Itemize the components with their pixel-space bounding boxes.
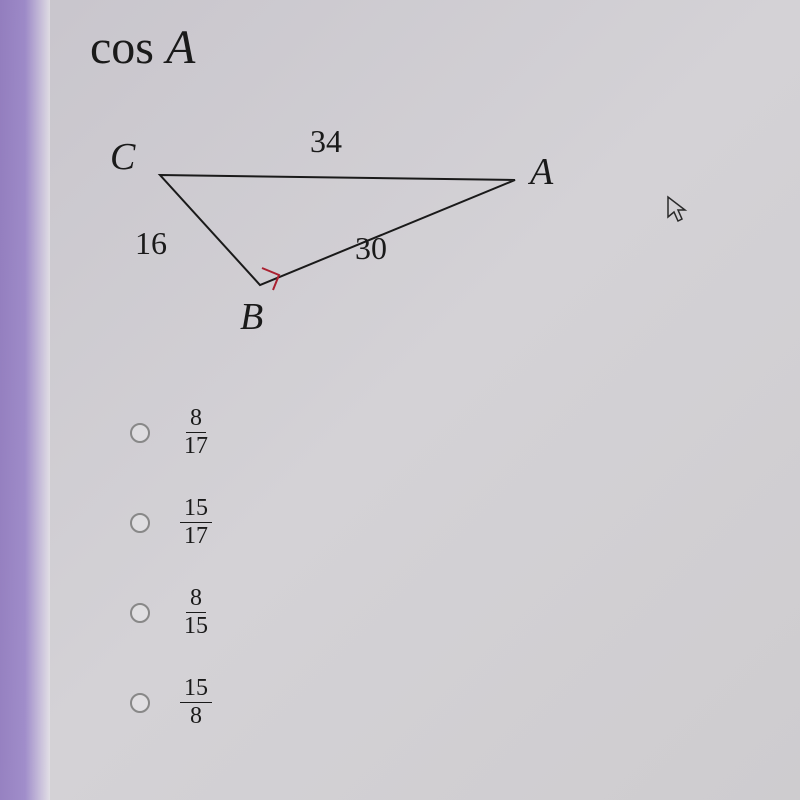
denominator-1: 17 xyxy=(180,433,212,460)
cos-text: cos xyxy=(90,21,166,74)
side-ca-label: 34 xyxy=(310,123,342,160)
vertex-c: C xyxy=(110,135,135,179)
vertex-b: B xyxy=(240,295,263,339)
denominator-2: 17 xyxy=(180,523,212,550)
fraction-2: 15 17 xyxy=(180,495,212,550)
question-title: cos A xyxy=(90,20,790,75)
denominator-3: 15 xyxy=(180,613,212,640)
fraction-4: 15 8 xyxy=(180,675,212,730)
numerator-3: 8 xyxy=(186,585,206,613)
radio-4[interactable] xyxy=(130,693,150,713)
numerator-1: 8 xyxy=(186,405,206,433)
sidebar-accent xyxy=(0,0,50,800)
fraction-1: 8 17 xyxy=(180,405,212,460)
option-2[interactable]: 15 17 xyxy=(130,495,790,550)
radio-2[interactable] xyxy=(130,513,150,533)
fraction-3: 8 15 xyxy=(180,585,212,640)
triangle-shape xyxy=(160,175,515,285)
radio-3[interactable] xyxy=(130,603,150,623)
numerator-4: 15 xyxy=(180,675,212,703)
numerator-2: 15 xyxy=(180,495,212,523)
content-area: cos A C A B 34 16 30 8 17 xyxy=(90,20,790,780)
option-1[interactable]: 8 17 xyxy=(130,405,790,460)
triangle-diagram: C A B 34 16 30 xyxy=(100,125,600,345)
radio-1[interactable] xyxy=(130,423,150,443)
triangle-svg xyxy=(100,125,600,345)
option-3[interactable]: 8 15 xyxy=(130,585,790,640)
answer-options: 8 17 15 17 8 15 15 8 xyxy=(130,405,790,730)
side-ab-label: 30 xyxy=(355,230,387,267)
mouse-cursor-icon xyxy=(665,195,689,233)
option-4[interactable]: 15 8 xyxy=(130,675,790,730)
vertex-a: A xyxy=(530,150,553,194)
angle-var: A xyxy=(166,21,195,74)
right-angle-marker xyxy=(262,268,279,290)
denominator-4: 8 xyxy=(186,703,206,730)
side-cb-label: 16 xyxy=(135,225,167,262)
